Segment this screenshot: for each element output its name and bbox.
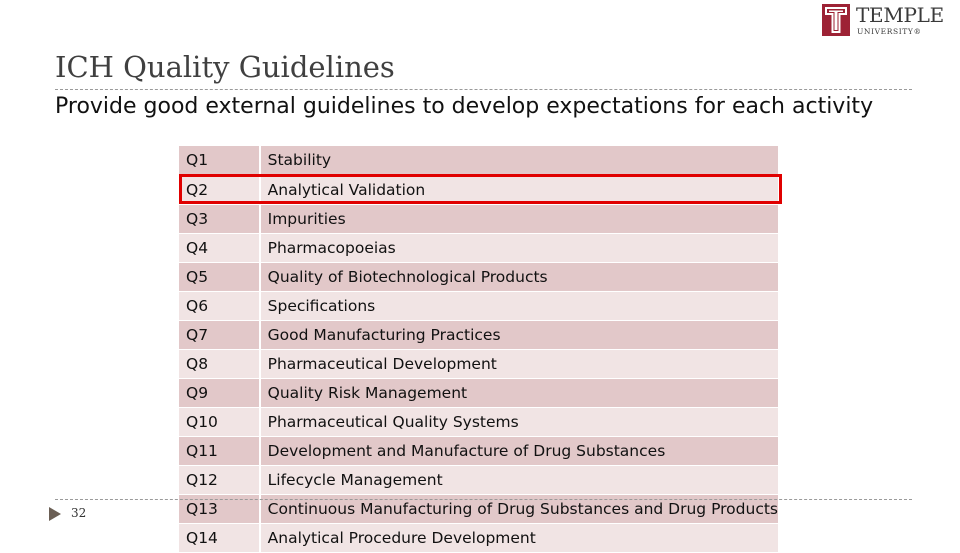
- title-divider: [55, 89, 912, 90]
- guideline-code: Q1: [179, 146, 261, 176]
- table-row: Q6 Specifications: [179, 291, 778, 321]
- guidelines-table: Q1 Stability Q2 Analytical Validation Q3 Impu…: [179, 146, 778, 553]
- table-row: Q14 Analytical Procedure Development: [179, 523, 778, 553]
- table-row: Q4 Pharmacopoeias: [179, 233, 778, 263]
- table-row: Q12 Lifecycle Management: [179, 465, 778, 495]
- table-row: Q7 Good Manufacturing Practices: [179, 320, 778, 350]
- guideline-code: Q14: [179, 523, 261, 553]
- table-row: Q2 Analytical Validation: [179, 175, 778, 205]
- guideline-name: Analytical Procedure Development: [259, 523, 778, 553]
- guideline-code: Q2: [179, 175, 261, 205]
- guideline-name: Pharmaceutical Development: [259, 349, 778, 379]
- guideline-code: Q6: [179, 291, 261, 321]
- guideline-code: Q8: [179, 349, 261, 379]
- guideline-name: Pharmaceutical Quality Systems: [259, 407, 778, 437]
- temple-t-logo-icon: [822, 4, 850, 36]
- guideline-code: Q4: [179, 233, 261, 263]
- guideline-code: Q5: [179, 262, 261, 292]
- guideline-code: Q9: [179, 378, 261, 408]
- table-row: Q8 Pharmaceutical Development: [179, 349, 778, 379]
- guideline-name: Impurities: [259, 204, 778, 234]
- guideline-name: Development and Manufacture of Drug Subs…: [259, 436, 778, 466]
- logo-wordmark: TEMPLE: [856, 3, 944, 27]
- guideline-code: Q13: [179, 494, 261, 524]
- guideline-code: Q7: [179, 320, 261, 350]
- table-row: Q13 Continuous Manufacturing of Drug Subs…: [179, 494, 778, 524]
- guideline-name: Quality Risk Management: [259, 378, 778, 408]
- bullet-arrow-icon: [49, 507, 61, 521]
- footer-divider: [55, 499, 912, 500]
- table-row: Q9 Quality Risk Management: [179, 378, 778, 408]
- table-row: Q3 Impurities: [179, 204, 778, 234]
- guideline-name: Quality of Biotechnological Products: [259, 262, 778, 292]
- slide-title: ICH Quality Guidelines: [55, 50, 395, 84]
- guideline-name: Stability: [259, 146, 778, 176]
- slide-subtitle: Provide good external guidelines to deve…: [55, 94, 874, 119]
- guideline-name: Analytical Validation: [259, 175, 778, 205]
- logo-subtitle: UNIVERSITY®: [857, 27, 922, 36]
- guideline-code: Q12: [179, 465, 261, 495]
- table-row: Q10 Pharmaceutical Quality Systems: [179, 407, 778, 437]
- guideline-name: Good Manufacturing Practices: [259, 320, 778, 350]
- guideline-name: Lifecycle Management: [259, 465, 778, 495]
- guideline-code: Q11: [179, 436, 261, 466]
- guideline-code: Q10: [179, 407, 261, 437]
- page-number: 32: [71, 506, 87, 520]
- guideline-code: Q3: [179, 204, 261, 234]
- guideline-name: Continuous Manufacturing of Drug Substan…: [259, 494, 778, 524]
- table-row: Q11 Development and Manufacture of Drug S…: [179, 436, 778, 466]
- table-row: Q5 Quality of Biotechnological Products: [179, 262, 778, 292]
- guideline-name: Specifications: [259, 291, 778, 321]
- table-row: Q1 Stability: [179, 146, 778, 176]
- guideline-name: Pharmacopoeias: [259, 233, 778, 263]
